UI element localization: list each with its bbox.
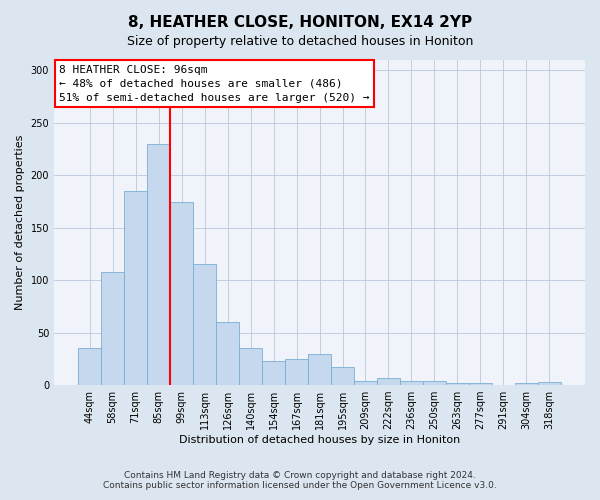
Bar (308, 354, 331, 385)
X-axis label: Distribution of detached houses by size in Honiton: Distribution of detached houses by size … (179, 435, 460, 445)
Y-axis label: Number of detached properties: Number of detached properties (15, 135, 25, 310)
Bar (423, 381, 446, 385)
Bar (239, 348, 262, 385)
Bar (515, 383, 538, 385)
Bar (170, 202, 193, 385)
Bar (147, 144, 170, 385)
Bar (285, 359, 308, 385)
Text: 8, HEATHER CLOSE, HONITON, EX14 2YP: 8, HEATHER CLOSE, HONITON, EX14 2YP (128, 15, 472, 30)
Text: Size of property relative to detached houses in Honiton: Size of property relative to detached ho… (127, 35, 473, 48)
Bar (78, 348, 101, 385)
Text: 8 HEATHER CLOSE: 96sqm
← 48% of detached houses are smaller (486)
51% of semi-de: 8 HEATHER CLOSE: 96sqm ← 48% of detached… (59, 65, 370, 103)
Bar (101, 272, 124, 385)
Bar (193, 264, 216, 385)
Text: Contains HM Land Registry data © Crown copyright and database right 2024.
Contai: Contains HM Land Registry data © Crown c… (103, 470, 497, 490)
Bar (124, 191, 147, 385)
Bar (469, 383, 492, 385)
Bar (538, 382, 561, 385)
Bar (354, 381, 377, 385)
Bar (331, 368, 354, 385)
Bar (377, 378, 400, 385)
Bar (262, 361, 285, 385)
Bar (400, 381, 423, 385)
Bar (216, 322, 239, 385)
Bar (446, 383, 469, 385)
